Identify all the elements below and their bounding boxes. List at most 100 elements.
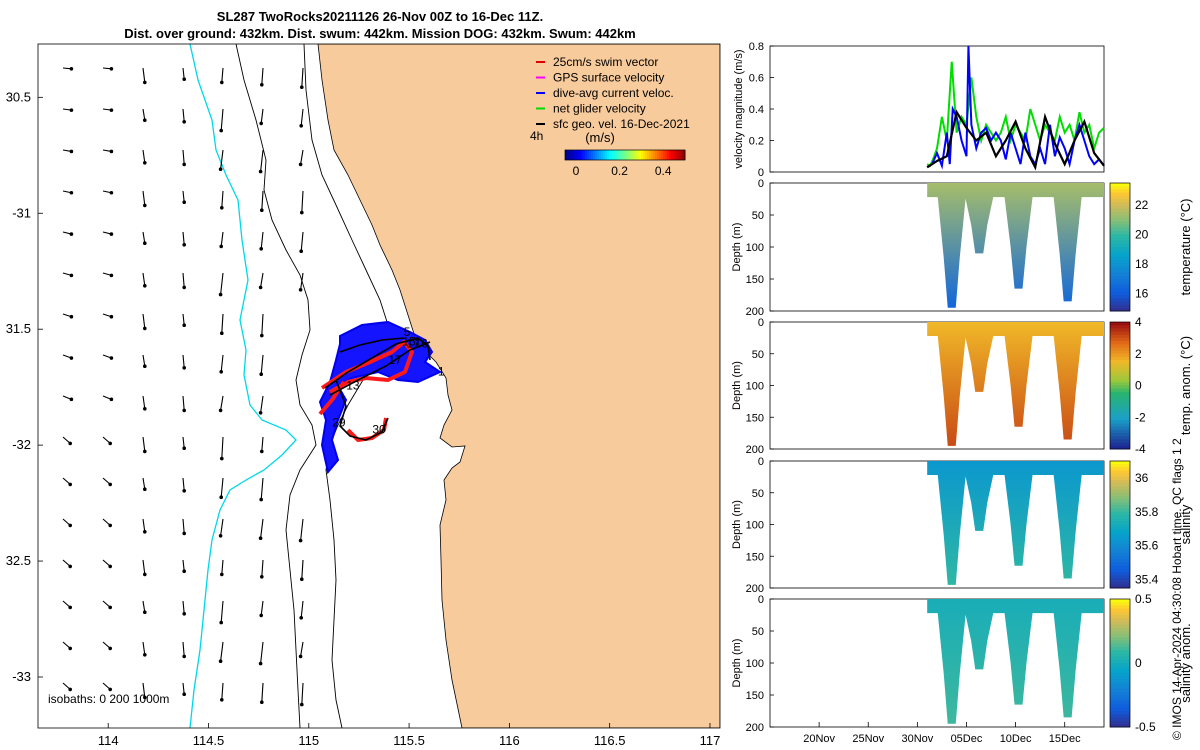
colorbar-tick-label: 0.2 [611, 164, 628, 178]
colorbar-segment [1110, 356, 1130, 361]
current-vector-head [218, 408, 223, 413]
current-vector [260, 395, 264, 413]
colorbar-segment [1110, 489, 1130, 494]
colorbar-segment [1110, 282, 1130, 286]
colorbar-segment [1110, 685, 1130, 690]
colorbar-segment [681, 150, 684, 160]
legend-label: net glider velocity [553, 102, 646, 116]
current-vector [220, 354, 224, 372]
current-vector [260, 272, 264, 288]
current-vector [220, 149, 224, 170]
colorbar-segment [1110, 549, 1130, 554]
current-vector-head [143, 241, 147, 245]
depth-axis-label: Depth (m) [731, 639, 743, 688]
velocity-y-tick-label: 0.8 [749, 41, 764, 53]
colorbar-segment [599, 150, 602, 160]
colorbar-segment [1110, 237, 1130, 242]
velocity-y-tick-label: 0.2 [749, 136, 764, 148]
current-vector [142, 231, 146, 244]
velocity-panel: 0 0.2 0.4 0.6 0.8 velocity magnitude (m/s) [733, 41, 1105, 179]
current-vector [220, 231, 224, 247]
colorbar-segment [1110, 429, 1130, 434]
track-day-label: 29 [332, 416, 346, 430]
current-vector-head [300, 85, 304, 89]
colorbar-segment [1110, 499, 1130, 503]
colorbar-tick-label: 0 [573, 164, 580, 178]
colorbar-segment [1110, 575, 1130, 579]
colorbar-segment [1110, 647, 1130, 651]
current-vector-head [143, 530, 147, 534]
current-vector [300, 600, 304, 618]
velocity-y-tick-label: 0.4 [749, 104, 764, 116]
colorbar-segment [1110, 202, 1130, 206]
current-vector-head [108, 564, 112, 569]
current-vector [220, 518, 224, 536]
current-vector [142, 190, 146, 206]
current-vector [260, 600, 264, 616]
current-vector-head [182, 77, 186, 81]
colorbar-segment [1110, 189, 1130, 194]
current-vector-head [182, 120, 186, 124]
current-vector-head [68, 441, 72, 446]
colorbar-segment [1110, 581, 1130, 586]
colorbar-segment [671, 150, 674, 160]
velocity-y-axis-label: velocity magnitude (m/s) [733, 49, 745, 168]
current-vector-head [182, 692, 186, 696]
track-sfc-geo [324, 337, 431, 441]
current-vector-head [108, 523, 112, 528]
current-vector [142, 149, 146, 163]
colorbar-segment [1110, 344, 1130, 348]
colorbar-segment [1110, 407, 1130, 412]
colorbar-segment [573, 150, 576, 160]
colorbar-segment [665, 150, 668, 160]
current-vector [221, 313, 224, 334]
colorbar-segment [617, 150, 620, 160]
colorbar-segment [1110, 656, 1130, 661]
colorbar-segment [673, 150, 676, 160]
depth-tick-label: 150 [746, 690, 764, 702]
current-vector-head [109, 232, 114, 236]
current-vector-head [69, 190, 74, 195]
colorbar-segment [1110, 301, 1130, 306]
current-vector [182, 354, 185, 368]
colorbar-segment [1110, 578, 1130, 583]
depth-tick-label: 100 [746, 520, 764, 532]
colorbar-segment [1110, 717, 1130, 722]
heatmap-panel: 0 50 100 150 200 Depth (m) 4 2 0 -2 -4 temp. anom. … [731, 315, 1193, 456]
colorbar-segment [1110, 701, 1130, 706]
colorbar-segment [1110, 637, 1130, 642]
colorbar-segment [597, 150, 600, 160]
current-vector-head [143, 572, 147, 577]
colorbar-segment [1110, 688, 1130, 693]
current-vector-head [182, 531, 186, 536]
colorbar-segment [1110, 483, 1130, 487]
current-vector [300, 108, 304, 126]
colorbar-segment [1110, 530, 1130, 535]
current-vector [220, 108, 224, 131]
colorbar-segment [611, 150, 614, 160]
colorbar-tick-label: 0 [1135, 656, 1142, 670]
current-vector-head [182, 323, 186, 328]
time-tick-label: 15Dec [1049, 733, 1081, 745]
current-vector [261, 436, 264, 452]
colorbar-segment [575, 150, 578, 160]
current-vector-head [258, 661, 263, 666]
timeseries-panels: 0 0.2 0.4 0.6 0.8 velocity magnitude (m/s) 0 50… [731, 41, 1193, 734]
current-vector-head [298, 538, 303, 543]
colorbar-segment [621, 150, 624, 160]
colorbar-segment [1110, 285, 1130, 290]
colorbar-segment [1110, 240, 1130, 245]
colorbar-segment [1110, 298, 1130, 302]
current-vector [182, 67, 185, 80]
current-vector-head [218, 534, 223, 538]
colorbar-segment [659, 150, 662, 160]
current-vector-head [108, 605, 112, 610]
current-vector [300, 149, 304, 165]
time-tick-label: 25Nov [852, 733, 884, 745]
colorbar-segment [569, 150, 572, 160]
current-vector-head [109, 108, 114, 112]
current-vector [260, 231, 264, 249]
colorbar-segment [1110, 337, 1130, 342]
current-vector-head [220, 331, 224, 336]
